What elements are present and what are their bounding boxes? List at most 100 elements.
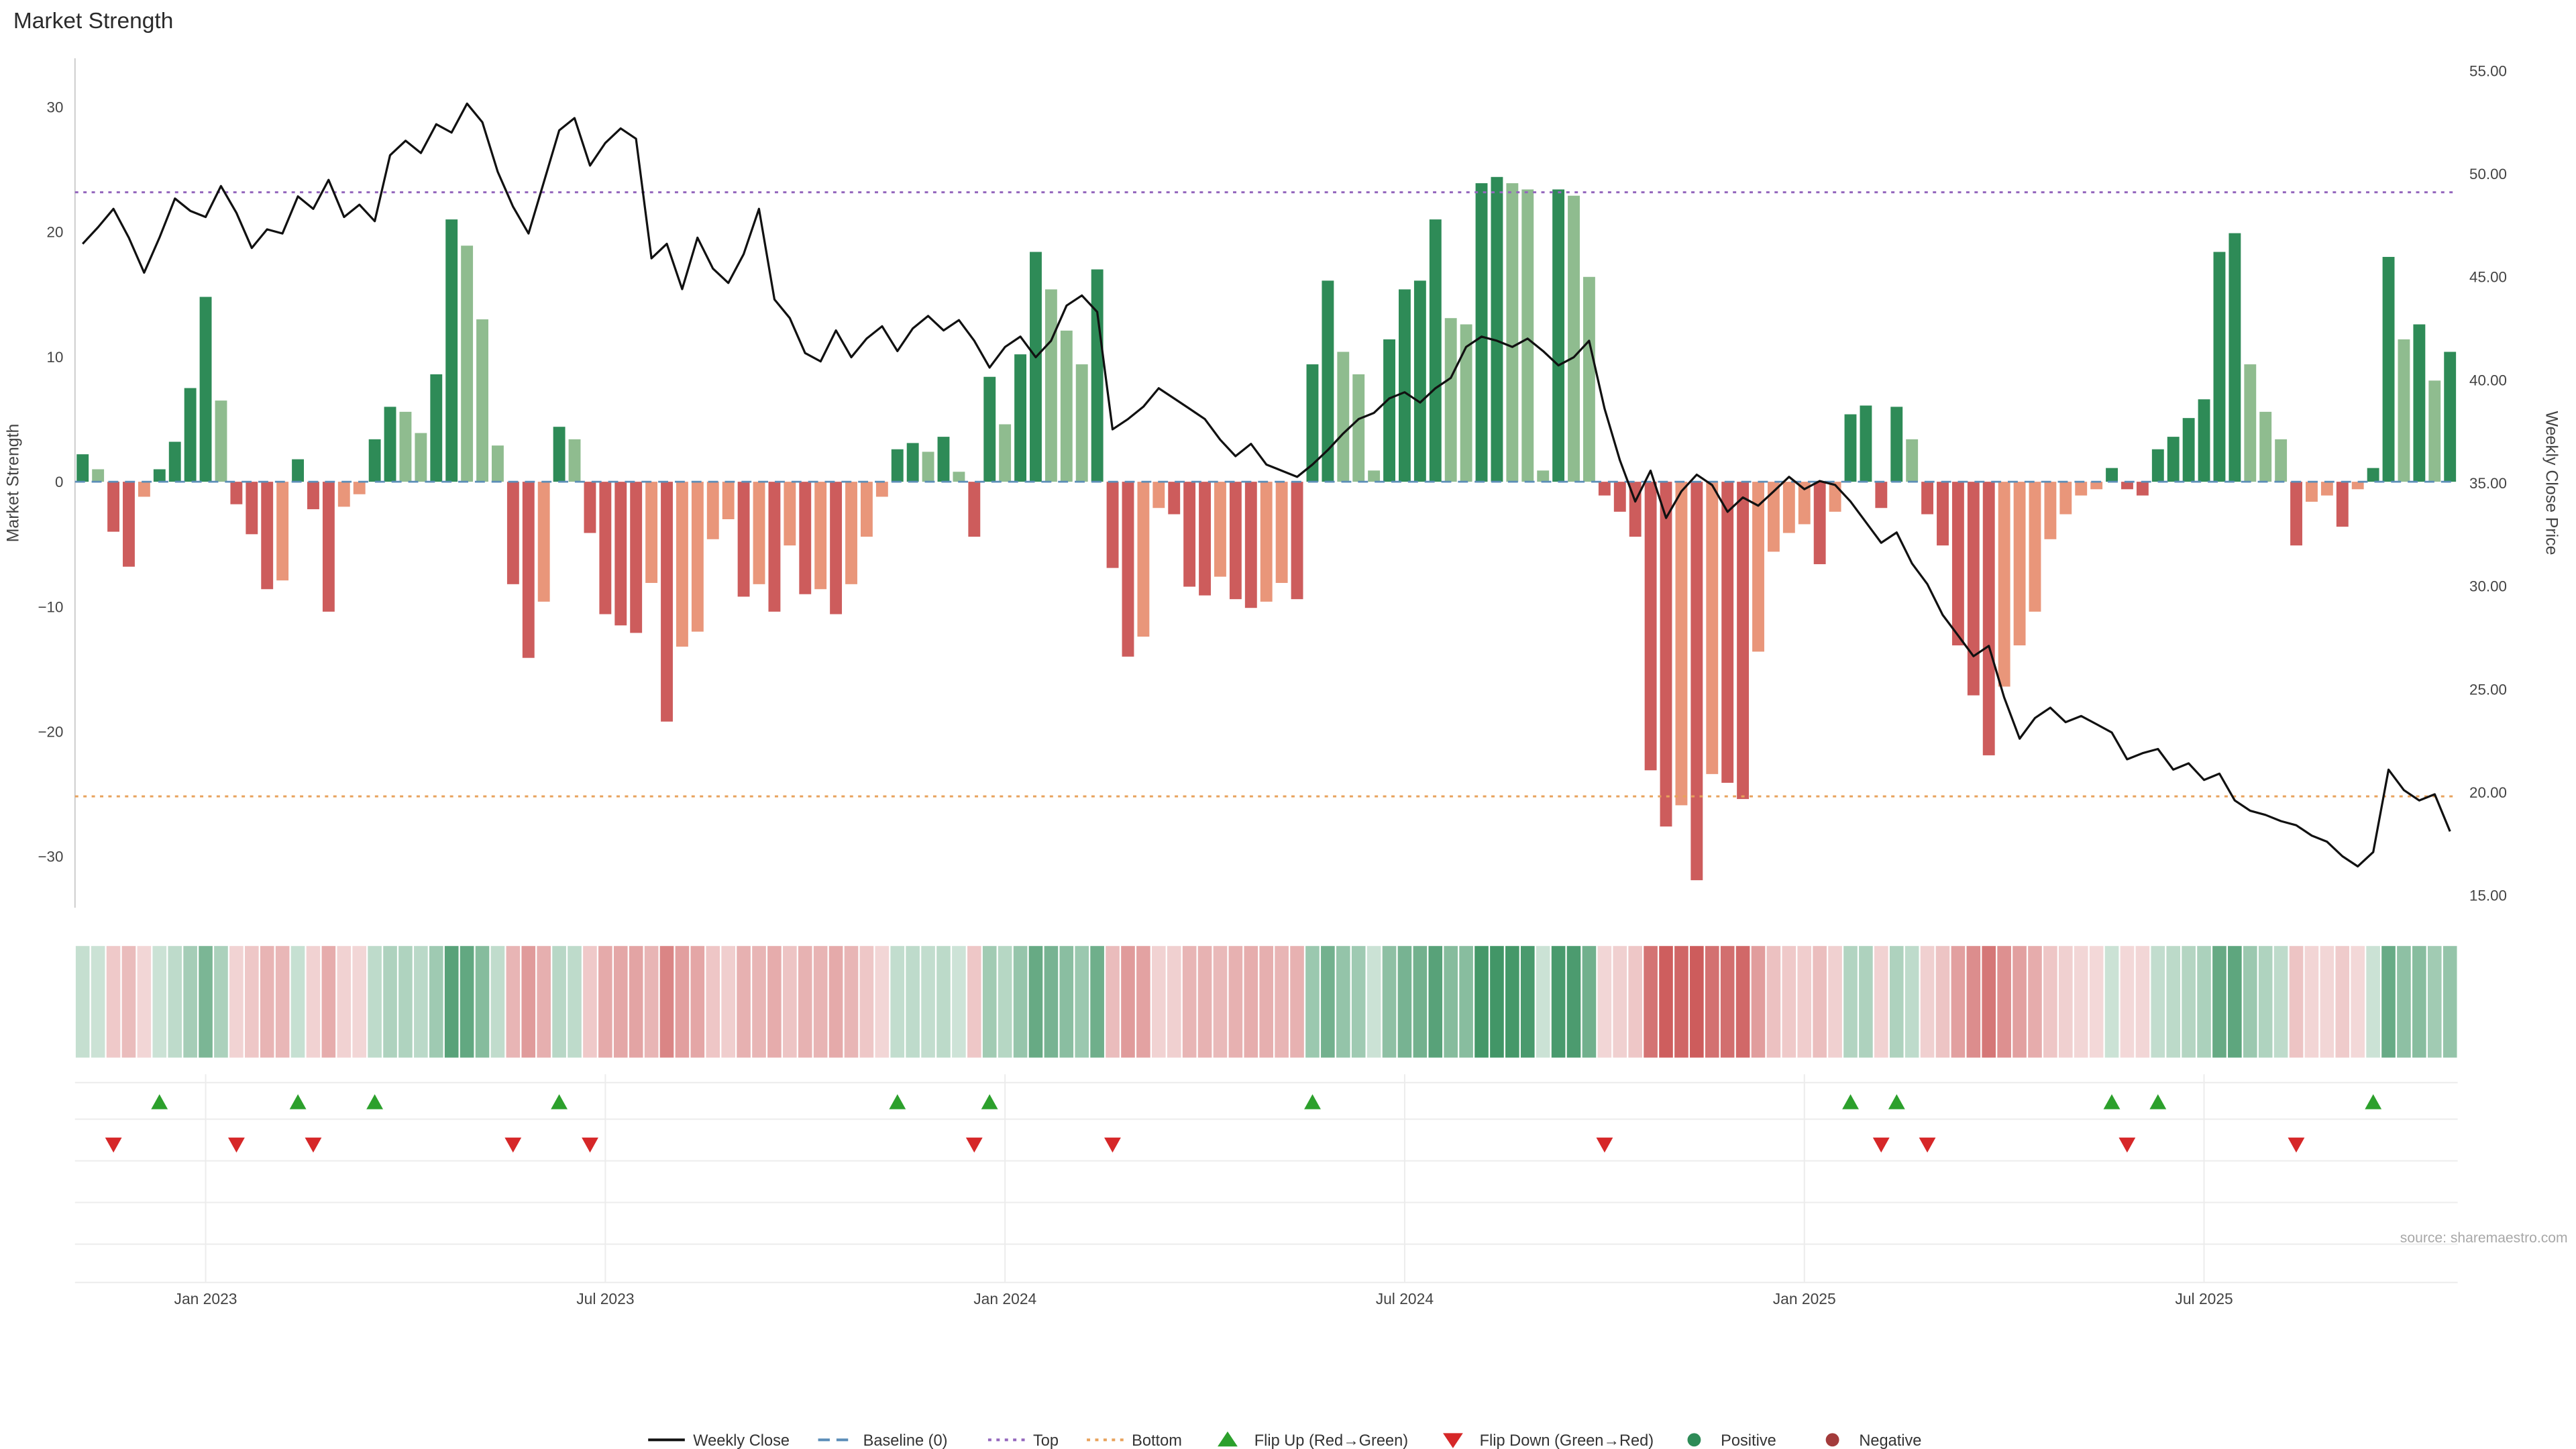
strength-bar	[2013, 482, 2026, 646]
heatmap-cell	[982, 946, 997, 1058]
strength-bar	[476, 319, 488, 482]
heatmap-cell	[2212, 946, 2226, 1058]
strength-bar	[215, 400, 227, 482]
heatmap-cell	[1551, 946, 1566, 1058]
strength-bar	[1322, 280, 1334, 482]
flip-up-marker	[2103, 1094, 2121, 1110]
strength-bar	[830, 482, 843, 614]
strength-bar	[1813, 482, 1826, 565]
strength-bar	[1937, 482, 1949, 546]
strength-bar	[1598, 482, 1611, 496]
strength-bar	[1798, 482, 1811, 525]
strength-bar	[1782, 482, 1795, 533]
strength-bar	[168, 441, 181, 482]
flip-up-marker	[289, 1094, 307, 1110]
strength-bar	[937, 437, 950, 482]
heatmap-cell	[2166, 946, 2181, 1058]
strength-bar	[522, 482, 535, 658]
strength-bar	[1168, 482, 1181, 515]
heatmap-cell	[1628, 946, 1642, 1058]
strength-bar	[1429, 219, 1442, 482]
heatmap-cell	[2304, 946, 2319, 1058]
heatmap-cell	[183, 946, 197, 1058]
heatmap-cell	[429, 946, 443, 1058]
heatmap-cell	[2012, 946, 2027, 1058]
heatmap-cell	[1336, 946, 1350, 1058]
heatmap-cell	[675, 946, 690, 1058]
heatmap-cell	[414, 946, 428, 1058]
strength-bar	[1582, 276, 1595, 482]
heatmap-cell	[828, 946, 843, 1058]
strength-bar	[1767, 482, 1780, 552]
strength-bar	[2244, 364, 2257, 482]
flip-down-marker	[1872, 1137, 1890, 1153]
strength-bar	[1906, 439, 1919, 482]
y-tick-left: −10	[38, 598, 64, 615]
source-credit: source: sharemaestro.com	[2400, 1230, 2568, 1246]
legend-item-top[interactable]: Top	[987, 1432, 1059, 1449]
legend-item-baseline-0[interactable]: Baseline (0)	[818, 1432, 948, 1449]
heatmap-cell	[168, 946, 182, 1058]
heatmap-cell	[1259, 946, 1274, 1058]
strength-bar	[307, 482, 319, 510]
heatmap-cell	[152, 946, 167, 1058]
strength-bar	[123, 482, 135, 567]
heatmap-cell	[1428, 946, 1443, 1058]
heatmap-cell	[1674, 946, 1688, 1058]
heatmap-cell	[121, 946, 136, 1058]
strength-bar	[1199, 482, 1211, 596]
y-tick-left: −30	[38, 849, 64, 865]
y-tick-left: 0	[55, 474, 63, 490]
strength-bar	[368, 439, 381, 482]
dot-legend-icon	[1687, 1433, 1701, 1447]
strength-bar	[2198, 399, 2210, 482]
strength-bar	[599, 482, 612, 614]
strength-bar	[399, 411, 412, 482]
heatmap-cell	[321, 946, 336, 1058]
strength-bar	[1568, 195, 1580, 482]
y-tick-left: 10	[47, 349, 64, 366]
heatmap-cell	[2273, 946, 2288, 1058]
legend-item-negative[interactable]: Negative	[1825, 1432, 1922, 1449]
strength-bar	[1413, 280, 1426, 482]
strength-bar	[1075, 364, 1088, 482]
strength-bar	[2029, 482, 2041, 612]
strength-bar	[1275, 482, 1288, 583]
strength-bar	[1260, 482, 1273, 602]
heatmap-cell	[75, 946, 90, 1058]
legend-item-flip-up-red-green[interactable]: Flip Up (Red→Green)	[1218, 1432, 1408, 1449]
strength-bar	[1491, 176, 1503, 482]
strength-bar	[2306, 482, 2318, 502]
strength-bar	[2229, 233, 2241, 482]
heatmap-cell	[1597, 946, 1612, 1058]
legend-item-flip-down-green-red[interactable]: Flip Down (Green→Red)	[1442, 1432, 1654, 1449]
strength-bar	[2336, 482, 2349, 527]
heatmap-cell	[1843, 946, 1858, 1058]
strength-bar	[1306, 364, 1319, 482]
heatmap-cell	[906, 946, 920, 1058]
heatmap-cell	[936, 946, 951, 1058]
strength-bar	[2382, 256, 2395, 482]
heatmap-cell	[1920, 946, 1935, 1058]
heatmap-cell	[1275, 946, 1289, 1058]
legend-item-weekly-close[interactable]: Weekly Close	[648, 1432, 790, 1449]
heatmap-cell	[1167, 946, 1181, 1058]
strength-bar	[1537, 470, 1550, 482]
heatmap-cell	[875, 946, 890, 1058]
strength-bar	[184, 388, 197, 482]
strength-bar	[2413, 324, 2426, 482]
strength-bar	[706, 482, 719, 539]
heatmap-cell	[275, 946, 290, 1058]
legend-item-positive[interactable]: Positive	[1687, 1432, 1776, 1449]
legend-label: Top	[1033, 1432, 1059, 1449]
x-tick-label: Jul 2024	[1376, 1290, 1434, 1307]
heatmap-cell	[214, 946, 228, 1058]
axis-ticks: 30 20 10 0 −10 −20 −30 55.00 50.00 45.00 40.00 35.0…	[38, 62, 2507, 904]
strength-bar	[1183, 482, 1196, 587]
heatmap-cell	[1321, 946, 1335, 1058]
heatmap-cell	[1520, 946, 1535, 1058]
legend-item-bottom[interactable]: Bottom	[1087, 1432, 1182, 1449]
strength-bar	[584, 482, 596, 533]
strength-heatmap	[75, 946, 2457, 1058]
